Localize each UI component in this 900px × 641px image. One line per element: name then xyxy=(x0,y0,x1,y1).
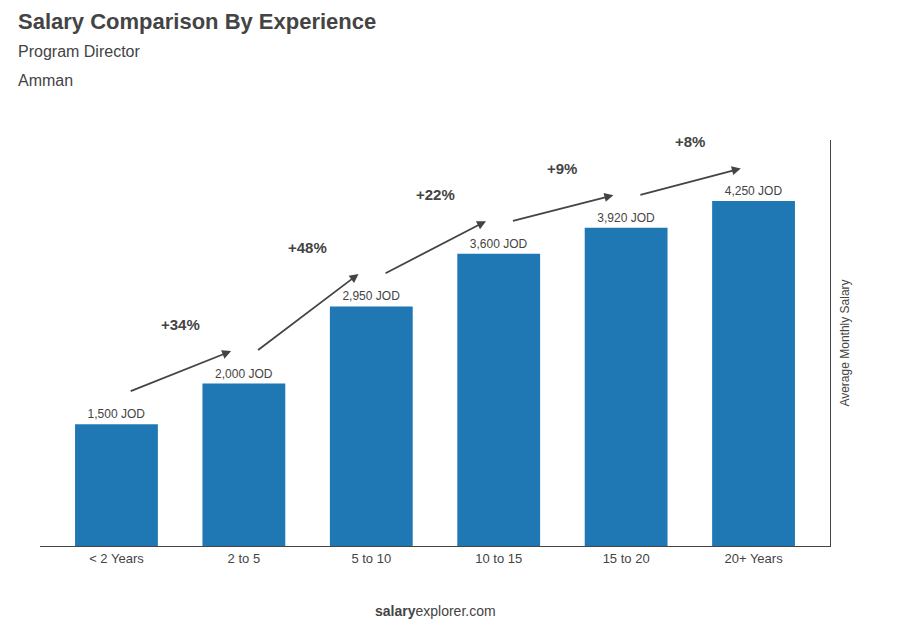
svg-text:5 to 10: 5 to 10 xyxy=(351,551,391,566)
svg-text:15 to 20: 15 to 20 xyxy=(603,551,650,566)
svg-text:< 2 Years: < 2 Years xyxy=(89,551,144,566)
svg-text:3,600 JOD: 3,600 JOD xyxy=(470,237,528,251)
svg-text:2,950 JOD: 2,950 JOD xyxy=(342,289,400,303)
svg-text:3,920 JOD: 3,920 JOD xyxy=(597,211,655,225)
svg-text:1,500 JOD: 1,500 JOD xyxy=(88,407,146,421)
svg-text:+48%: +48% xyxy=(288,239,327,256)
svg-text:Average Monthly Salary: Average Monthly Salary xyxy=(838,279,852,406)
svg-text:+9%: +9% xyxy=(547,160,577,177)
svg-text:10 to 15: 10 to 15 xyxy=(475,551,522,566)
svg-text:2 to 5: 2 to 5 xyxy=(228,551,261,566)
svg-text:Salary Comparison By Experienc: Salary Comparison By ExperienceProgram D… xyxy=(18,9,376,89)
svg-text:2,000 JOD: 2,000 JOD xyxy=(215,367,273,381)
svg-text:+34%: +34% xyxy=(161,316,200,333)
svg-text:salaryexplorer.com: salaryexplorer.com xyxy=(375,603,496,619)
svg-text:20+ Years: 20+ Years xyxy=(724,551,783,566)
svg-text:+8%: +8% xyxy=(675,133,705,150)
svg-text:+22%: +22% xyxy=(416,186,455,203)
svg-text:4,250 JOD: 4,250 JOD xyxy=(725,184,783,198)
